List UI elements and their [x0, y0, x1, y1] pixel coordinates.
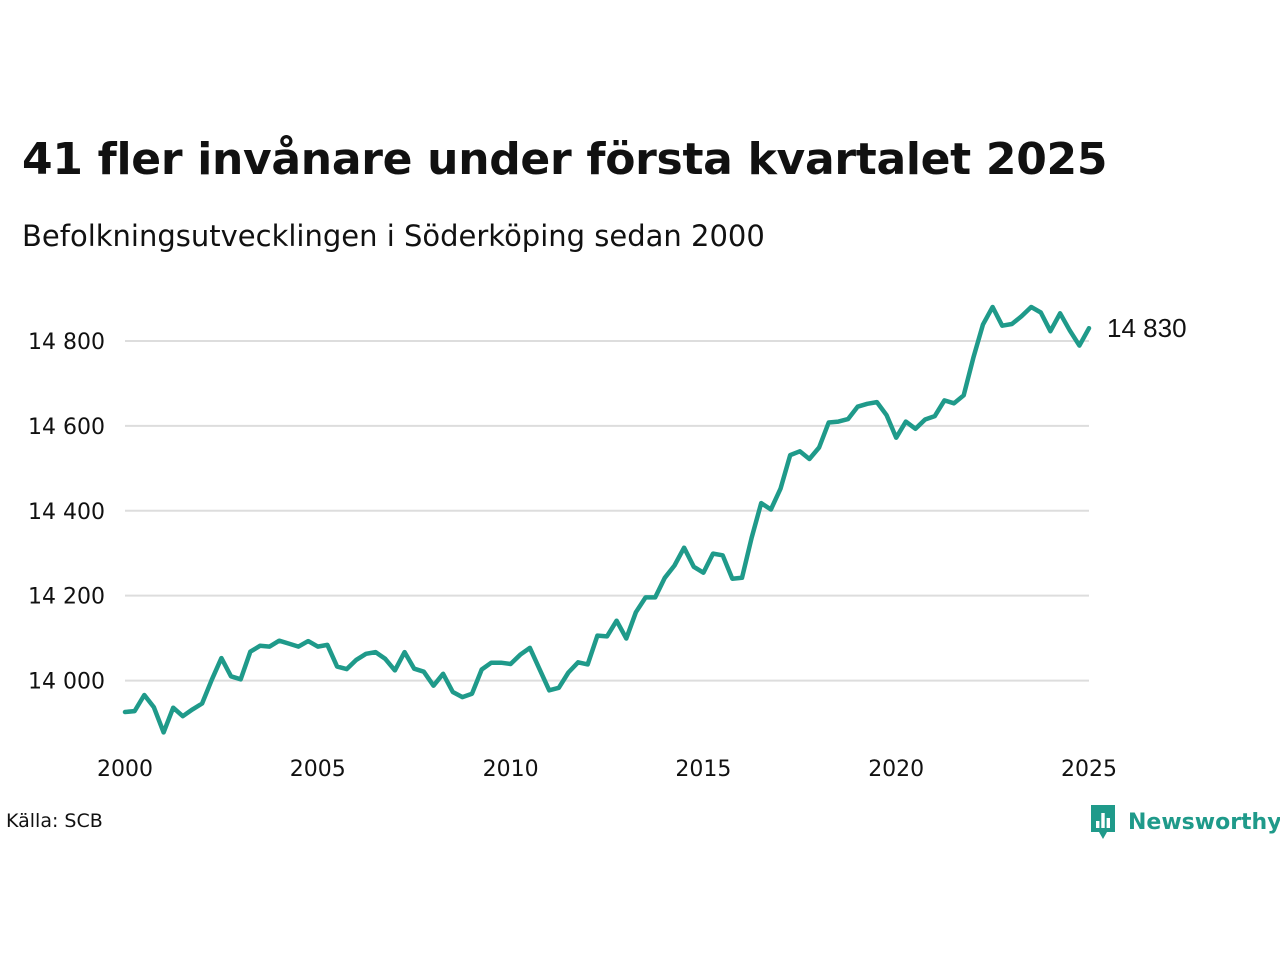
- newsworthy-logo: Newsworthy: [1088, 802, 1280, 842]
- x-tick-label: 2000: [97, 757, 153, 782]
- y-tick-label: 14 600: [28, 415, 105, 440]
- chart-subtitle: Befolkningsutvecklingen i Söderköping se…: [22, 219, 765, 253]
- end-value-label: 14 830: [1107, 313, 1187, 343]
- y-tick-label: 14 200: [28, 585, 105, 610]
- y-tick-label: 14 800: [28, 330, 105, 355]
- x-tick-label: 2015: [675, 757, 731, 782]
- y-tick-label: 14 400: [28, 500, 105, 525]
- brand-name: Newsworthy: [1128, 809, 1280, 835]
- source-note: Källa: SCB: [6, 810, 103, 832]
- grid-lines: [125, 339, 1089, 682]
- y-axis: 14 000 14 200 14 400 14 600 14 800: [28, 330, 105, 695]
- y-tick-label: 14 000: [28, 670, 105, 695]
- newsworthy-logo-icon: [1091, 805, 1115, 839]
- x-tick-label: 2025: [1061, 757, 1117, 782]
- x-tick-label: 2005: [290, 757, 346, 782]
- series-line: [122, 304, 1092, 735]
- x-axis: 2000 2005 2010 2015 2020 2025: [97, 757, 1117, 782]
- x-tick-label: 2020: [868, 757, 924, 782]
- x-tick-label: 2010: [483, 757, 539, 782]
- chart-title: 41 fler invånare under första kvartalet …: [22, 134, 1108, 185]
